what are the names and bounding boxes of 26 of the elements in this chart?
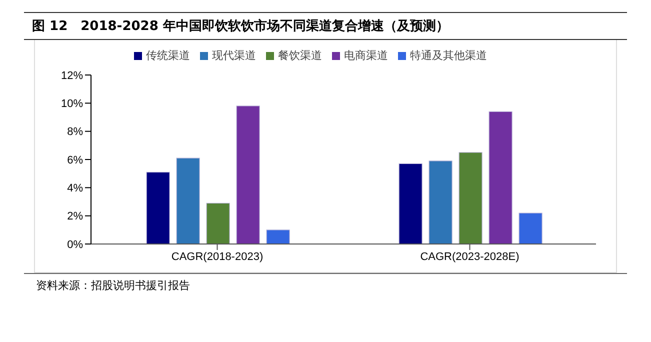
legend-label: 传统渠道 [146, 49, 190, 62]
y-tick-label: 4% [67, 182, 84, 195]
legend-label: 现代渠道 [212, 49, 256, 62]
text: 资料来源：招股说明书援引报告 [36, 278, 191, 293]
y-tick-label: 12% [60, 70, 84, 82]
x-tick-label: CAGR(2018-2023) [171, 250, 264, 263]
y-tick-label: 10% [60, 98, 84, 110]
bar [206, 202, 230, 244]
bar [176, 158, 200, 244]
legend-label: 特通及其他渠道 [410, 49, 487, 62]
bar [458, 152, 482, 244]
legend-label: 电商渠道 [344, 49, 388, 62]
bar [518, 212, 542, 244]
bar [266, 230, 290, 244]
bar [428, 160, 452, 244]
chart-title: 图 12 2018-2028 年中国即饮软饮市场不同渠道复合增速（及预测） [24, 12, 627, 40]
y-tick-label: 6% [67, 154, 84, 166]
y-tick-label: 2% [67, 210, 84, 223]
y-tick-label: 0% [67, 238, 84, 251]
bar [398, 163, 422, 244]
bar [236, 106, 260, 244]
y-tick-label: 8% [67, 126, 84, 138]
legend-label: 餐饮渠道 [278, 49, 322, 62]
bar [146, 172, 170, 244]
bar [488, 111, 512, 244]
x-tick-label: CAGR(2023-2028E) [420, 250, 520, 263]
